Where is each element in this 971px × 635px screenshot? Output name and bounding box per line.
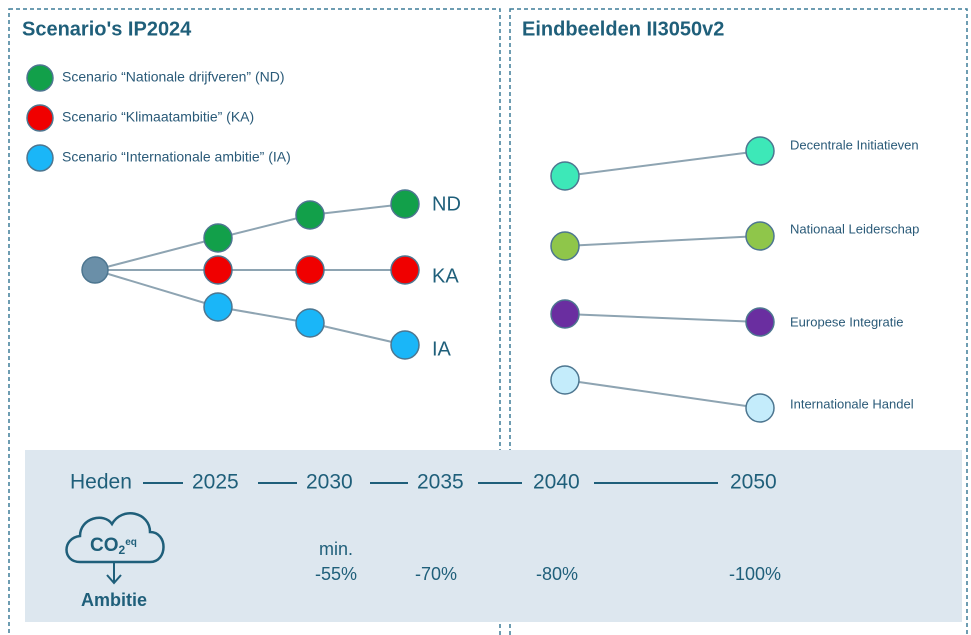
tree-nodes (203, 189, 420, 360)
end-state-edges (564, 150, 761, 409)
legend-label: Scenario “Klimaatambitie” (KA) (62, 109, 254, 125)
legend-dot (26, 64, 54, 92)
timeline-label: 2025 (192, 471, 239, 494)
legend-label: Scenario “Internationale ambitie” (IA) (62, 149, 291, 165)
timeline-box (25, 450, 962, 622)
end-state-label: Europese Integratie (790, 314, 903, 329)
co2-sup: eq (125, 537, 137, 548)
left-title: Scenario's IP2024 (22, 18, 192, 40)
tree-edges (94, 203, 406, 346)
legend-dot (26, 104, 54, 132)
co2-base: CO (90, 535, 119, 556)
end-state-nodes (550, 136, 775, 423)
ambition-target: -70% (415, 564, 457, 584)
ambition-target: -55% (315, 564, 357, 584)
legend-dot (26, 144, 54, 172)
co2-label: CO2eq (90, 535, 137, 557)
co2-sub: 2 (119, 543, 126, 557)
branch-label: KA (432, 265, 459, 287)
right-panel (509, 8, 968, 635)
end-state-label: Decentrale Initiatieven (790, 137, 919, 152)
branch-label: IA (432, 338, 452, 360)
branch-label: ND (432, 193, 461, 215)
ambition-prefix: min. (319, 539, 353, 559)
timeline-label: 2030 (306, 471, 353, 494)
ambition-target: -80% (536, 564, 578, 584)
legend-label: Scenario “Nationale drijfveren” (ND) (62, 69, 285, 85)
right-title: Eindbeelden II3050v2 (522, 18, 724, 40)
ambition-target: -100% (729, 564, 781, 584)
timeline-label: Heden (70, 471, 132, 494)
cloud-icon (65, 512, 165, 564)
left-panel (8, 8, 501, 635)
timeline-label: 2035 (417, 471, 464, 494)
arrow-icon (106, 562, 122, 585)
timeline-label: 2050 (730, 471, 777, 494)
ambition-caption: Ambitie (81, 590, 147, 610)
timeline-label: 2040 (533, 471, 580, 494)
root-node (81, 256, 109, 284)
end-state-label: Nationaal Leiderschap (790, 221, 919, 236)
end-state-label: Internationale Handel (790, 396, 914, 411)
